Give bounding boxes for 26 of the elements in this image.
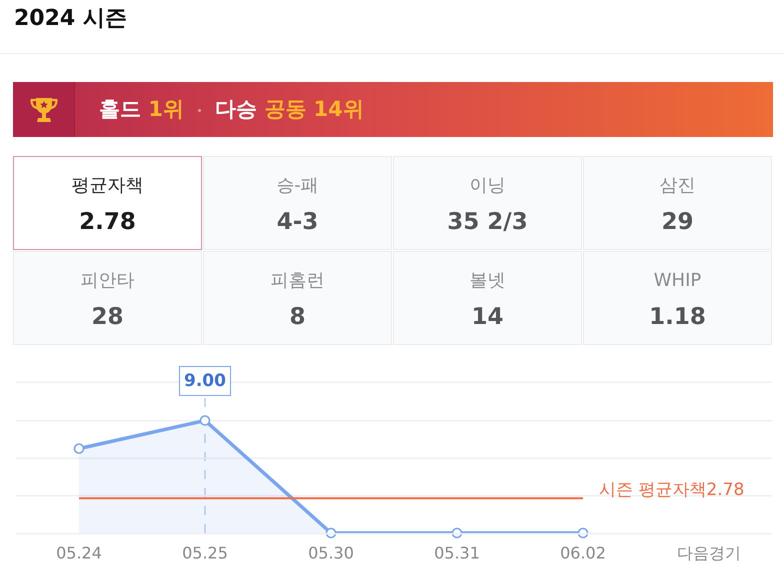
stat-cell: 피안타 28 <box>13 251 202 345</box>
stat-cell: WHIP 1.18 <box>583 251 772 345</box>
x-tick-label: 05.30 <box>308 544 354 563</box>
stat-cell: 이닝 35 2/3 <box>393 156 582 250</box>
category-label: 이닝 <box>468 174 506 198</box>
category-label: 피안타 <box>80 269 136 293</box>
x-tick-label: 05.24 <box>56 544 102 563</box>
stat-cell: 삼진 29 <box>583 156 772 250</box>
category-label: 피홈런 <box>270 269 326 293</box>
stat-cell: 평균자책 2.78 <box>13 156 202 250</box>
x-tick-label: 05.31 <box>434 544 480 563</box>
x-tick-label: 다음경기 <box>677 544 741 563</box>
category-label: 승-패 <box>275 174 320 198</box>
category-label: 삼진 <box>658 174 696 198</box>
stat-cell: 볼넷 14 <box>393 251 582 345</box>
stat-cell: 승-패 4-3 <box>203 156 392 250</box>
data-label: 9.00 <box>184 371 226 391</box>
banner: 홀드 1위 다승 공동 14위 <box>13 82 773 137</box>
stat-cell: 피홈런 8 <box>203 251 392 345</box>
ref-line-label: 시즌 평균자책2.78 <box>599 480 744 500</box>
category-label: WHIP <box>652 269 702 293</box>
text: 2024 시즌 <box>14 5 127 33</box>
x-tick-label: 05.25 <box>182 544 228 563</box>
category-label: 볼넷 <box>468 269 506 293</box>
x-tick-label: 06.02 <box>560 544 606 563</box>
category-label: 평균자책 <box>70 174 144 198</box>
